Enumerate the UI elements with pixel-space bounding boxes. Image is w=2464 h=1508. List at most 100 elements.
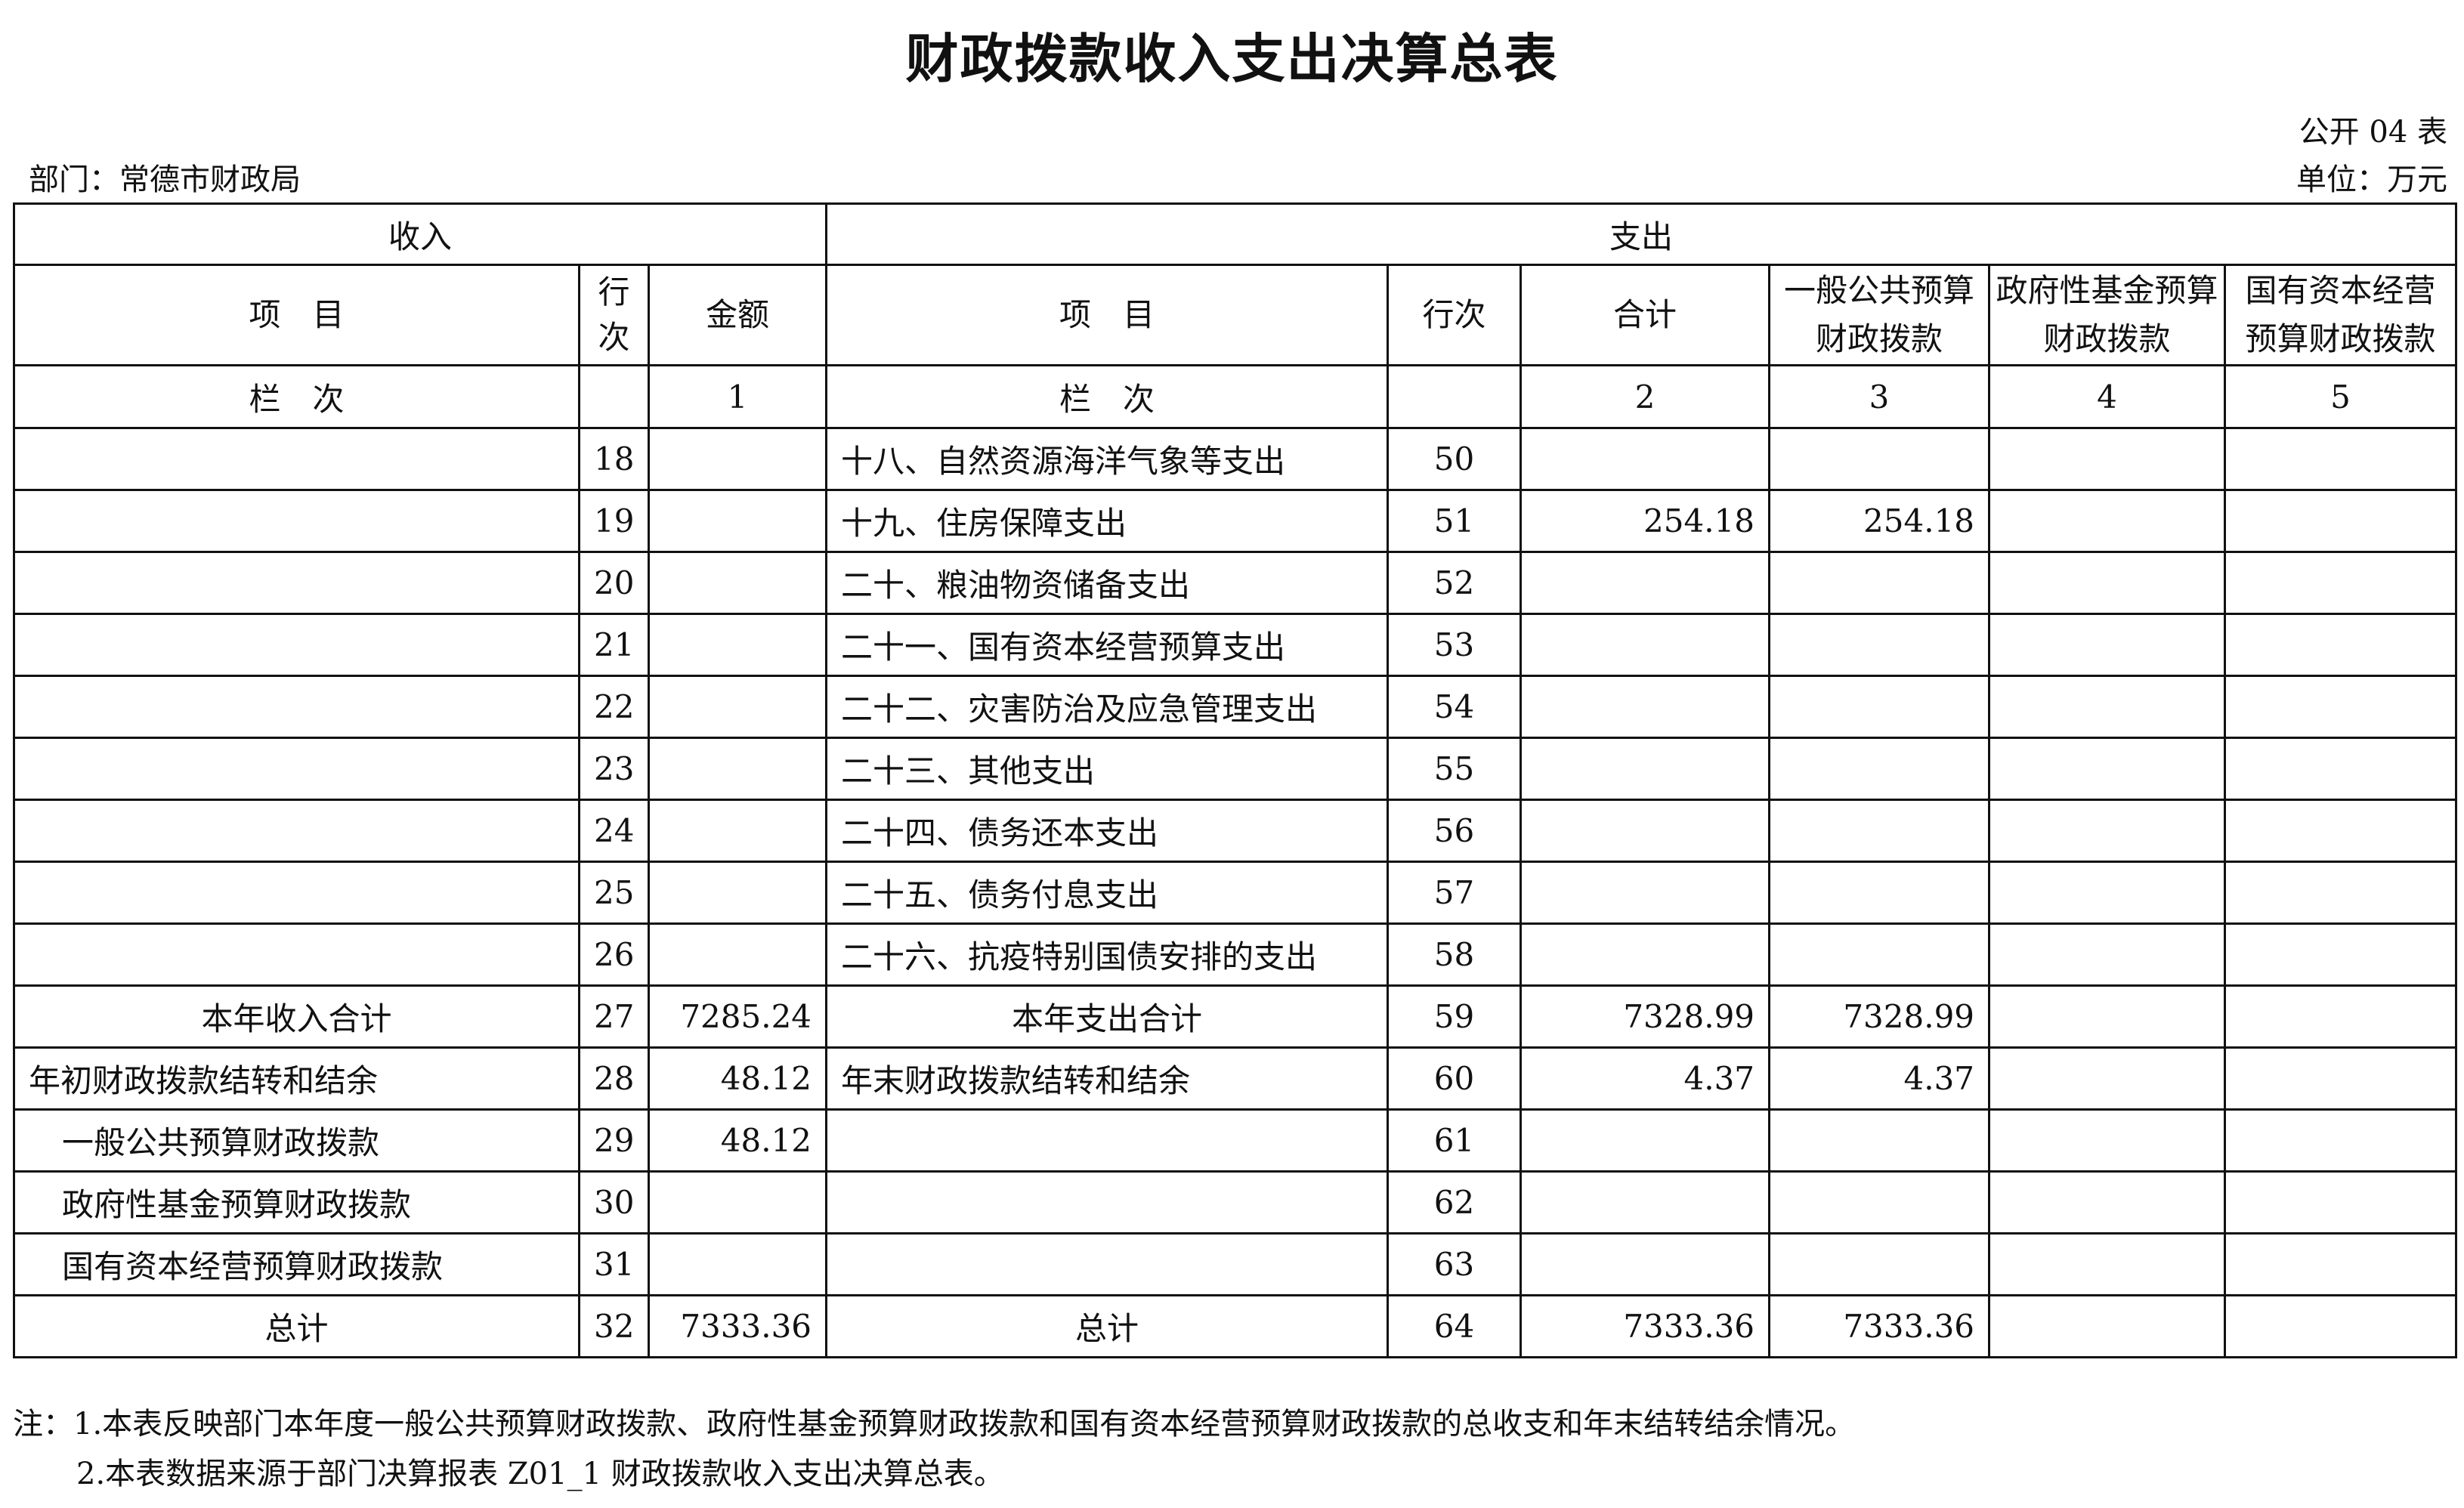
gov-fund-amount	[1988, 1108, 2227, 1173]
general-budget-amount	[1768, 1108, 1991, 1173]
income-item	[13, 489, 580, 553]
income-item: 国有资本经营预算财政拨款	[13, 1232, 580, 1296]
expense-total: 254.18	[1520, 489, 1771, 553]
expense-total	[1520, 737, 1771, 801]
expense-total-header: 合计	[1520, 264, 1771, 366]
income-line-header: 行次	[578, 264, 650, 366]
state-capital-amount	[2224, 1170, 2458, 1235]
expense-item	[825, 1170, 1390, 1235]
expense-item: 二十四、债务还本支出	[825, 799, 1390, 863]
gov-fund-amount	[1988, 737, 2227, 801]
state-capital-amount	[2224, 489, 2458, 553]
income-amount	[647, 489, 828, 553]
state-capital-amount	[2224, 922, 2458, 987]
table-row: 20 二十、粮油物资储备支出 52	[13, 551, 2458, 615]
expense-line-no: 58	[1387, 922, 1523, 987]
state-capital-amount	[2224, 861, 2458, 925]
income-item	[13, 675, 580, 739]
col-4: 4	[1988, 364, 2227, 429]
income-item	[13, 737, 580, 801]
state-capital-amount	[2224, 613, 2458, 677]
expense-item: 二十一、国有资本经营预算支出	[825, 613, 1390, 677]
table-row: 21 二十一、国有资本经营预算支出 53	[13, 613, 2458, 677]
table-row: 18 十八、自然资源海洋气象等支出 50	[13, 427, 2458, 491]
expense-line-no: 54	[1387, 675, 1523, 739]
expense-item	[825, 1232, 1390, 1296]
income-amount	[647, 861, 828, 925]
expense-total: 4.37	[1520, 1046, 1771, 1111]
table-row: 23 二十三、其他支出 55	[13, 737, 2458, 801]
income-line-no: 21	[578, 613, 650, 677]
income-amount: 48.12	[647, 1108, 828, 1173]
state-capital-amount	[2224, 427, 2458, 491]
expense-line-no: 52	[1387, 551, 1523, 615]
expense-line-no: 59	[1387, 984, 1523, 1049]
expense-line-no: 51	[1387, 489, 1523, 553]
income-line-no: 20	[578, 551, 650, 615]
expense-total	[1520, 922, 1771, 987]
table-row: 总计 32 7333.36 总计 64 7333.36 7333.36	[13, 1294, 2458, 1358]
gov-fund-amount	[1988, 489, 2227, 553]
general-budget-amount	[1768, 861, 1991, 925]
income-item: 一般公共预算财政拨款	[13, 1108, 580, 1173]
income-line-no: 32	[578, 1294, 650, 1358]
col-label: 栏 次	[825, 364, 1390, 429]
income-item	[13, 922, 580, 987]
expense-total: 7333.36	[1520, 1294, 1771, 1358]
expense-item: 总计	[825, 1294, 1390, 1358]
table-row: 26 二十六、抗疫特别国债安排的支出 58	[13, 922, 2458, 987]
state-capital-amount	[2224, 551, 2458, 615]
income-line-no: 23	[578, 737, 650, 801]
income-amount	[647, 613, 828, 677]
expense-item: 二十三、其他支出	[825, 737, 1390, 801]
gov-fund-amount	[1988, 675, 2227, 739]
state-capital-amount	[2224, 675, 2458, 739]
col-2: 2	[1520, 364, 1771, 429]
col-5: 5	[2224, 364, 2458, 429]
general-budget-amount	[1768, 613, 1991, 677]
income-amount	[647, 922, 828, 987]
state-capital-header: 国有资本经营预算财政拨款	[2224, 264, 2458, 366]
income-line-no: 26	[578, 922, 650, 987]
expense-total	[1520, 613, 1771, 677]
gov-fund-amount	[1988, 1232, 2227, 1296]
expense-header: 支出	[825, 202, 2458, 266]
state-capital-amount	[2224, 1108, 2458, 1173]
expense-line-no: 53	[1387, 613, 1523, 677]
income-amount	[647, 1232, 828, 1296]
expense-line-no: 60	[1387, 1046, 1523, 1111]
appropriation-summary-table: 收入 支出 项 目 行次 金额 项 目 行次 合计 一般公共预算财政拨款 政府性…	[12, 202, 2458, 1358]
gov-fund-amount	[1988, 1294, 2227, 1358]
expense-total: 7328.99	[1520, 984, 1771, 1049]
expense-item: 二十六、抗疫特别国债安排的支出	[825, 922, 1390, 987]
table-row: 19 十九、住房保障支出 51 254.18 254.18	[13, 489, 2458, 553]
general-budget-amount	[1768, 675, 1991, 739]
table-row: 政府性基金预算财政拨款 30 62	[13, 1170, 2458, 1235]
income-amount	[647, 1170, 828, 1235]
expense-item: 二十二、灾害防治及应急管理支出	[825, 675, 1390, 739]
expense-item	[825, 1108, 1390, 1173]
income-line-no: 25	[578, 861, 650, 925]
gov-fund-amount	[1988, 551, 2227, 615]
state-capital-amount	[2224, 1294, 2458, 1358]
income-item	[13, 613, 580, 677]
form-number: 公开 04 表	[2299, 115, 2447, 150]
gov-fund-amount	[1988, 1046, 2227, 1111]
state-capital-amount	[2224, 799, 2458, 863]
gov-fund-amount	[1988, 922, 2227, 987]
income-line-no: 29	[578, 1108, 650, 1173]
income-amount: 7333.36	[647, 1294, 828, 1358]
table-row: 年初财政拨款结转和结余 28 48.12 年末财政拨款结转和结余 60 4.37 4.37	[13, 1046, 2458, 1111]
table-row: 国有资本经营预算财政拨款 31 63	[13, 1232, 2458, 1296]
expense-item: 本年支出合计	[825, 984, 1390, 1049]
expense-line-no: 61	[1387, 1108, 1523, 1173]
expense-total	[1520, 799, 1771, 863]
expense-line-no: 55	[1387, 737, 1523, 801]
expense-line-no: 63	[1387, 1232, 1523, 1296]
state-capital-amount	[2224, 737, 2458, 801]
expense-total	[1520, 675, 1771, 739]
col-3: 3	[1768, 364, 1991, 429]
income-line-no: 18	[578, 427, 650, 491]
general-budget-amount	[1768, 1232, 1991, 1296]
expense-total	[1520, 1232, 1771, 1296]
